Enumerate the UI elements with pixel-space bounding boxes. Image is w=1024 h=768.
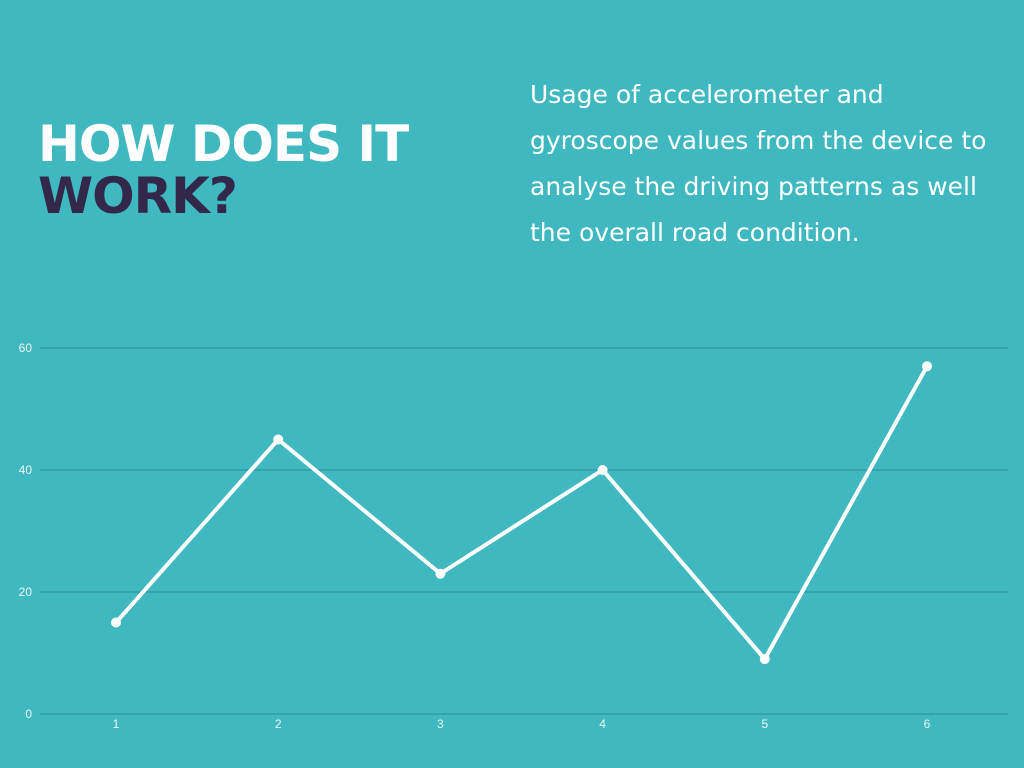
x-tick-label-3: 3 bbox=[437, 717, 444, 731]
y-tick-label-60: 60 bbox=[19, 341, 33, 355]
series-line bbox=[114, 365, 929, 663]
y-tick-label-0: 0 bbox=[25, 707, 32, 721]
data-point-2 bbox=[273, 434, 284, 445]
data-points bbox=[111, 361, 932, 665]
grid-lines bbox=[40, 347, 1008, 715]
x-tick-label-2: 2 bbox=[275, 717, 282, 731]
y-tick-label-40: 40 bbox=[19, 463, 33, 477]
title-line-1: HOW DOES IT bbox=[38, 115, 409, 173]
slide-title: HOW DOES IT WORK? bbox=[38, 115, 409, 225]
series-line-group bbox=[114, 365, 929, 663]
data-point-5 bbox=[759, 654, 770, 665]
data-point-1 bbox=[111, 617, 121, 628]
data-point-6 bbox=[922, 361, 932, 372]
line-chart: 0 20 40 60 1 2 3 4 5 6 bbox=[19, 341, 1008, 731]
data-point-4 bbox=[597, 465, 608, 475]
description-text: Usage of accelerometer and gyroscope val… bbox=[530, 80, 987, 247]
data-point-3 bbox=[435, 568, 446, 579]
y-tick-labels: 0 20 40 60 bbox=[19, 341, 33, 721]
x-tick-label-1: 1 bbox=[113, 717, 120, 731]
x-tick-label-6: 6 bbox=[924, 717, 931, 731]
y-tick-label-20: 20 bbox=[19, 585, 33, 599]
x-tick-label-5: 5 bbox=[761, 717, 768, 731]
x-tick-label-4: 4 bbox=[599, 717, 606, 731]
title-line-2: WORK? bbox=[38, 167, 238, 225]
x-tick-labels: 1 2 3 4 5 6 bbox=[113, 717, 931, 731]
